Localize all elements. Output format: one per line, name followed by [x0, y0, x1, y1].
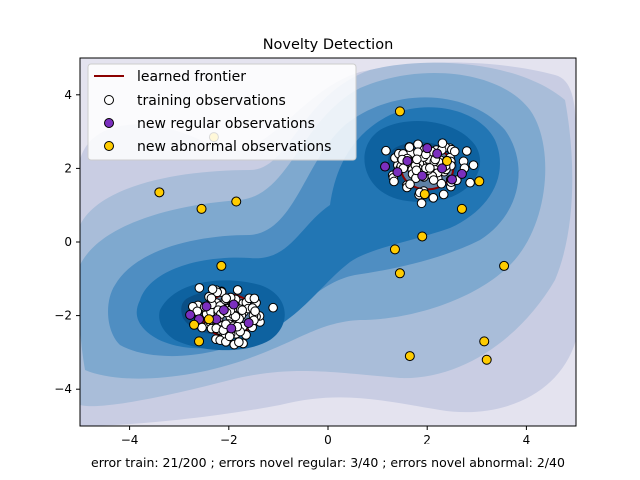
- abnormal-point: [196, 203, 207, 214]
- training-point: [461, 146, 472, 156]
- training-point: [234, 337, 244, 347]
- new-regular-observations: [185, 143, 467, 334]
- y-axis: 4 2 0 −2 −4: [54, 88, 80, 396]
- x-tick-label: 4: [523, 433, 531, 447]
- x-axis-label: error train: 21/200 ; errors novel regul…: [91, 455, 565, 470]
- abnormal-point: [481, 354, 492, 365]
- legend-label-frontier: learned frontier: [137, 69, 246, 85]
- legend-label-abnormal: new abnormal observations: [137, 139, 331, 155]
- training-point: [416, 198, 427, 209]
- x-axis: −4 −2 0 2 4: [121, 426, 530, 447]
- training-point: [428, 192, 439, 203]
- regular-point: [422, 143, 433, 154]
- training-point: [249, 293, 260, 304]
- training-point: [425, 163, 435, 173]
- training-point: [404, 142, 415, 153]
- regular-point: [456, 168, 467, 179]
- regular-point: [402, 156, 413, 167]
- chart-title: Novelty Detection: [263, 37, 394, 53]
- regular-point: [243, 317, 254, 328]
- y-tick-label: 2: [64, 161, 72, 175]
- abnormal-point: [194, 336, 205, 347]
- training-point: [268, 302, 278, 313]
- y-tick-label: 4: [64, 88, 72, 102]
- training-point: [206, 293, 217, 304]
- y-tick-label: 0: [64, 235, 72, 249]
- training-point: [468, 160, 479, 170]
- abnormal-point: [389, 244, 400, 255]
- regular-point: [380, 161, 391, 172]
- training-point: [437, 138, 448, 149]
- abnormal-point: [203, 314, 214, 325]
- regular-point: [432, 148, 443, 159]
- abnormal-point: [456, 203, 467, 214]
- abnormal-point: [216, 260, 227, 271]
- x-tick-label: −2: [220, 433, 238, 447]
- y-tick-label: −4: [54, 382, 72, 396]
- regular-point: [228, 299, 239, 310]
- abnormal-point: [231, 196, 242, 207]
- abnormal-point: [499, 260, 510, 271]
- abnormal-point: [417, 231, 428, 242]
- abnormal-point: [442, 156, 453, 167]
- y-tick-label: −2: [54, 309, 72, 323]
- training-point: [250, 306, 260, 317]
- abnormal-point: [479, 336, 490, 347]
- legend-box: [87, 63, 357, 161]
- x-tick-label: −4: [121, 433, 139, 447]
- abnormal-point: [394, 106, 405, 117]
- x-tick-label: 2: [423, 433, 431, 447]
- abnormal-point: [419, 189, 430, 200]
- legend-label-regular: new regular observations: [137, 116, 315, 132]
- abnormal-point: [154, 187, 165, 198]
- abnormal-point: [404, 351, 415, 362]
- training-point: [389, 176, 399, 187]
- training-point: [237, 305, 248, 315]
- legend: learned frontier training observations n…: [87, 63, 357, 161]
- training-point: [449, 146, 460, 157]
- new-abnormal-observations: [154, 106, 510, 365]
- training-point: [465, 177, 475, 188]
- training-point: [405, 179, 415, 190]
- legend-marker-abnormal: [104, 141, 114, 151]
- regular-point: [392, 167, 403, 178]
- regular-point: [185, 309, 196, 320]
- legend-marker-training: [104, 95, 114, 105]
- regular-point: [417, 170, 428, 181]
- watermark: 掘金技术社区 @ uncle_ll: [398, 439, 626, 463]
- training-point: [232, 285, 243, 295]
- abnormal-point: [189, 319, 200, 330]
- abnormal-point: [474, 176, 485, 187]
- training-point: [438, 189, 449, 200]
- training-point: [207, 284, 218, 294]
- legend-marker-regular: [104, 118, 114, 128]
- regular-point: [218, 305, 229, 316]
- abnormal-point: [394, 268, 405, 279]
- training-point: [412, 154, 422, 165]
- training-point: [381, 145, 391, 156]
- training-point: [428, 175, 439, 185]
- training-point: [221, 293, 231, 304]
- regular-point: [447, 174, 457, 185]
- regular-point: [437, 163, 448, 174]
- regular-point: [226, 323, 237, 334]
- training-point: [436, 178, 447, 189]
- legend-label-training: training observations: [137, 93, 286, 109]
- regular-point: [201, 301, 212, 312]
- x-tick-label: 0: [324, 433, 332, 447]
- training-point: [194, 283, 205, 293]
